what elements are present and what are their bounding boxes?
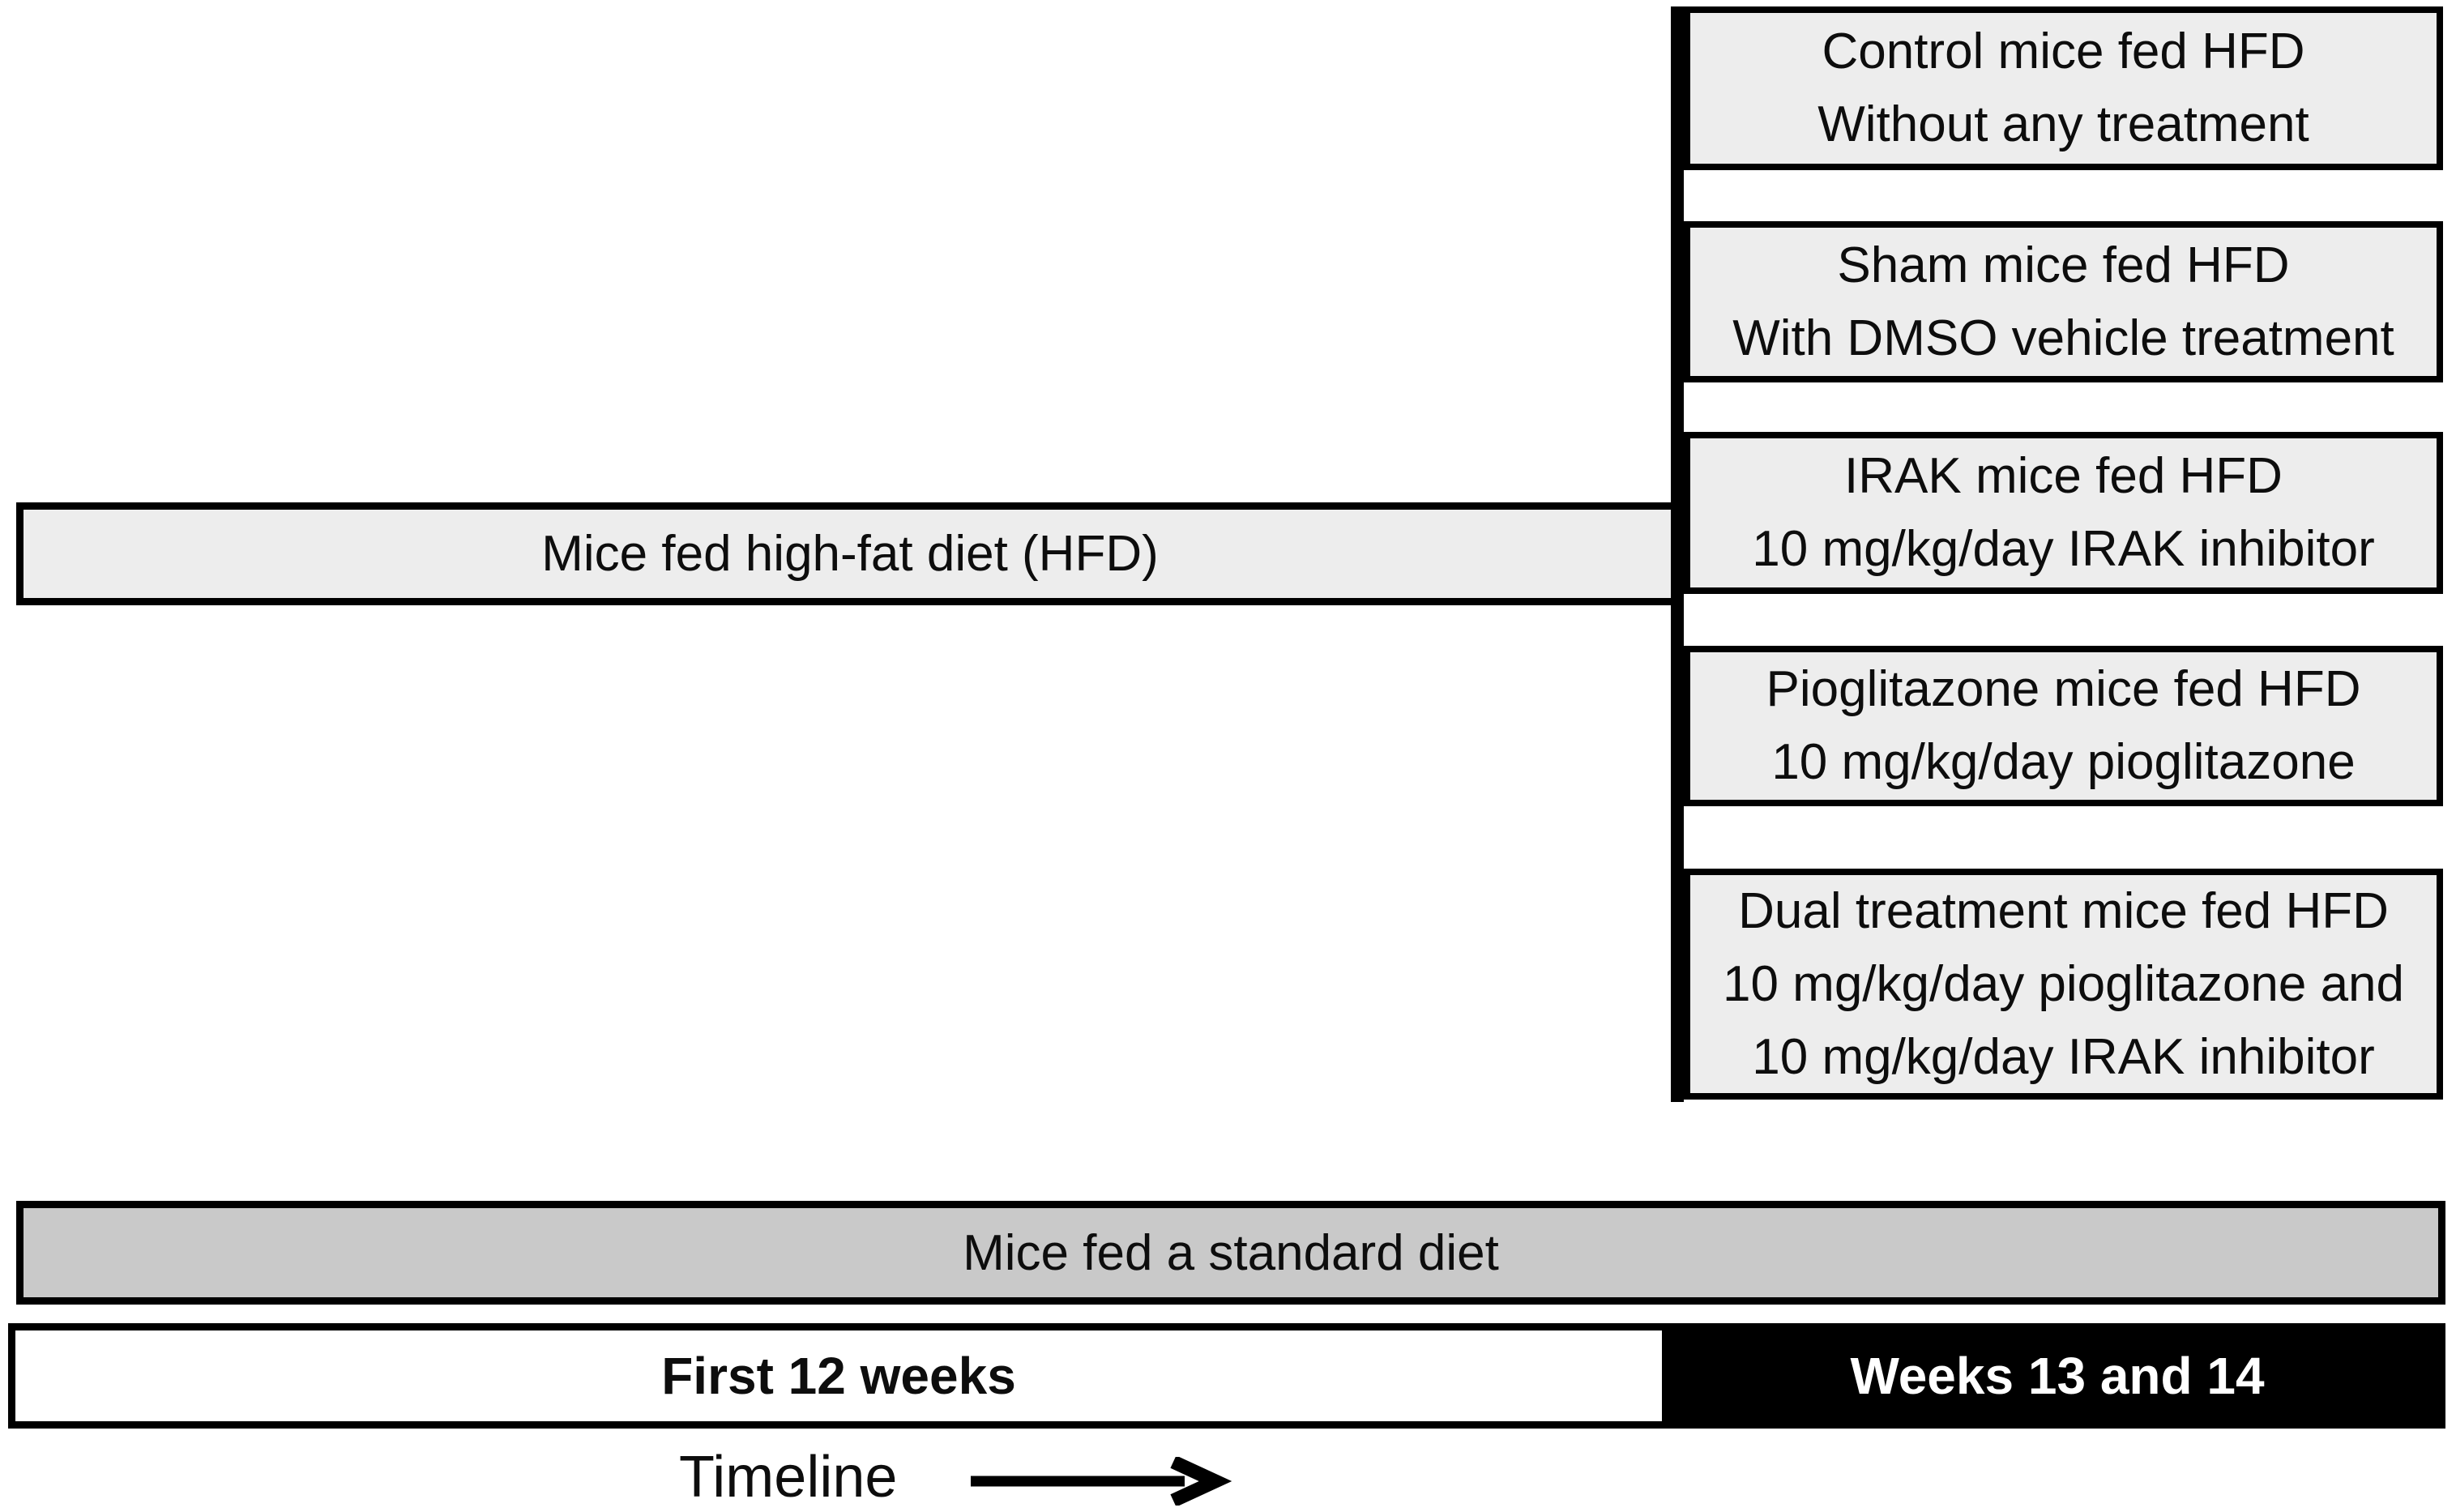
hfd-diet-bar: Mice fed high-fat diet (HFD)	[16, 502, 1684, 605]
dual-treatment-group-label: Dual treatment mice fed HFD 10 mg/kg/day…	[1722, 882, 2405, 1085]
standard-diet-bar-label: Mice fed a standard diet	[963, 1224, 1499, 1281]
right-arrow-icon	[971, 1457, 1232, 1506]
control-group-box: Control mice fed HFD Without any treatme…	[1684, 6, 2443, 170]
irak-group-box: IRAK mice fed HFD 10 mg/kg/day IRAK inhi…	[1684, 432, 2443, 594]
control-group-label: Control mice fed HFD Without any treatme…	[1817, 23, 2309, 152]
connector-line	[1671, 6, 1684, 1102]
weeks-13-14-label: Weeks 13 and 14	[1850, 1347, 2265, 1405]
standard-diet-bar: Mice fed a standard diet	[16, 1201, 2445, 1305]
first-12-weeks-label: First 12 weeks	[661, 1347, 1016, 1405]
weeks-13-14-segment: Weeks 13 and 14	[1669, 1323, 2445, 1429]
sham-group-box: Sham mice fed HFD With DMSO vehicle trea…	[1684, 221, 2443, 382]
first-12-weeks-segment: First 12 weeks	[8, 1323, 1669, 1429]
pioglitazone-group-label: Pioglitazone mice fed HFD 10 mg/kg/day p…	[1766, 661, 2361, 790]
sham-group-label: Sham mice fed HFD With DMSO vehicle trea…	[1732, 237, 2394, 366]
timeline-week-bar: First 12 weeks Weeks 13 and 14	[8, 1323, 2445, 1429]
dual-treatment-group-box: Dual treatment mice fed HFD 10 mg/kg/day…	[1684, 869, 2443, 1100]
hfd-diet-bar-label: Mice fed high-fat diet (HFD)	[541, 526, 1159, 582]
pioglitazone-group-box: Pioglitazone mice fed HFD 10 mg/kg/day p…	[1684, 646, 2443, 806]
irak-group-label: IRAK mice fed HFD 10 mg/kg/day IRAK inhi…	[1752, 448, 2375, 577]
timeline-caption: Timeline	[679, 1445, 898, 1510]
